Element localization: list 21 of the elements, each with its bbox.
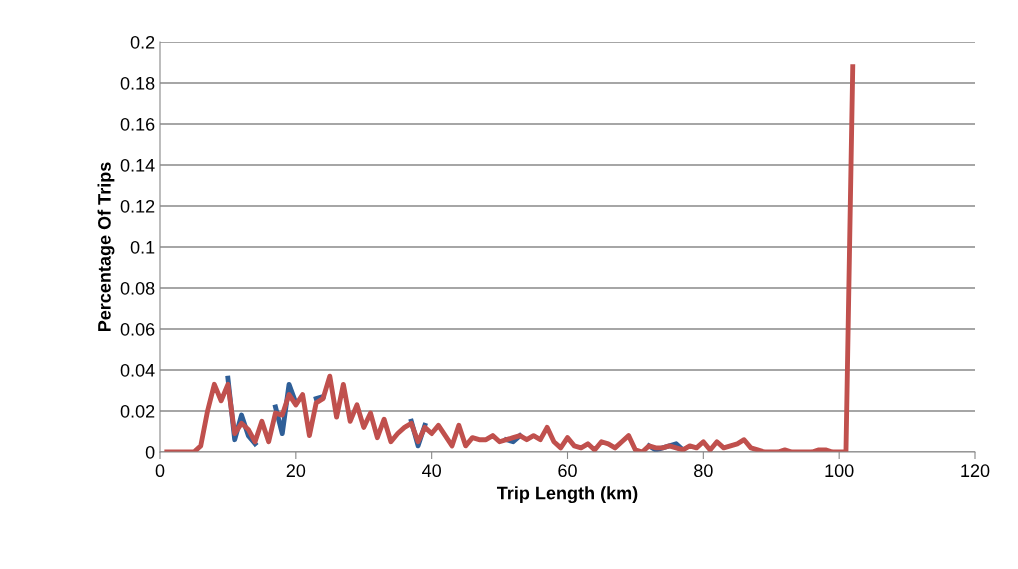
x-tick-label: 80 xyxy=(694,464,713,478)
y-tick-label: 0.2 xyxy=(130,35,155,49)
y-tick-label: 0.08 xyxy=(120,281,155,295)
x-tick-label: 60 xyxy=(558,464,577,478)
y-tick-label: 0.06 xyxy=(120,322,155,336)
y-tick-label: 0.18 xyxy=(120,76,155,90)
y-tick-label: 0.1 xyxy=(130,240,155,254)
x-axis-title: Trip Length (km) xyxy=(496,486,638,504)
y-tick-label: 0.02 xyxy=(120,404,155,418)
x-tick-label: 100 xyxy=(825,464,854,478)
y-tick-label: 0.14 xyxy=(120,158,155,172)
x-tick-label: 120 xyxy=(961,464,990,478)
y-tick-label: 0.16 xyxy=(120,117,155,131)
y-tick-label: 0.12 xyxy=(120,199,155,213)
y-axis-title: Percentage Of Trips xyxy=(97,162,115,332)
x-tick-label: 40 xyxy=(422,464,441,478)
line-series xyxy=(164,64,856,452)
y-tick-label: 0 xyxy=(145,445,155,459)
y-tick-label: 0.04 xyxy=(120,363,155,377)
x-tick-label: 20 xyxy=(286,464,306,478)
x-tick-label: 0 xyxy=(155,464,165,478)
